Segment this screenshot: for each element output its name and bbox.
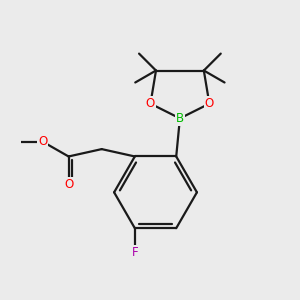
Text: O: O (205, 97, 214, 110)
Text: F: F (131, 246, 138, 259)
Text: O: O (146, 97, 155, 110)
Text: B: B (176, 112, 184, 125)
Text: O: O (38, 135, 47, 148)
Text: O: O (64, 178, 73, 190)
